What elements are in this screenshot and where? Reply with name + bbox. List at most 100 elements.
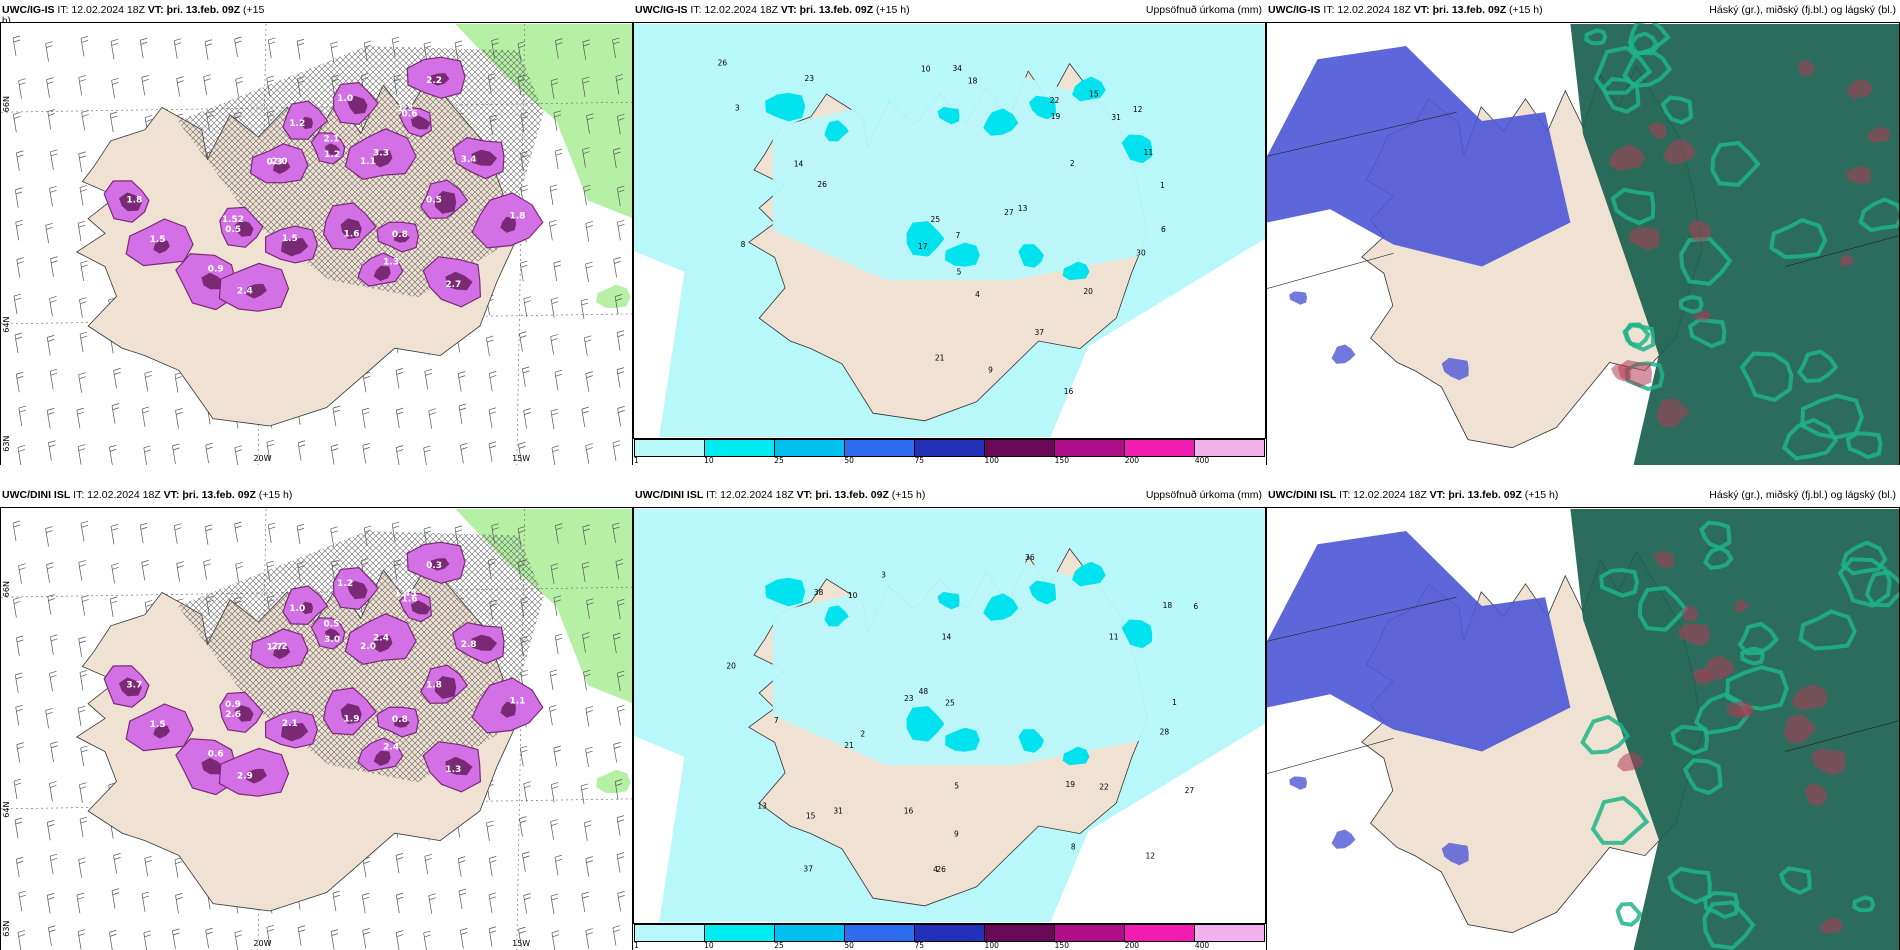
mid-cloud-contour	[1627, 23, 1671, 56]
wind-barb	[110, 524, 119, 545]
wind-barb	[49, 368, 58, 390]
snow-core	[273, 646, 291, 660]
snow-core	[300, 116, 313, 130]
wind-barb	[79, 185, 88, 206]
init-time: IT: 12.02.2024 18Z	[73, 489, 161, 501]
wind-barb	[395, 368, 404, 389]
snow-depth-value: 1.45	[394, 589, 416, 599]
wind-barb	[615, 559, 623, 580]
wind-barb	[13, 778, 22, 800]
convective-cloud-area	[1867, 126, 1892, 143]
wind-barb	[17, 445, 26, 465]
wind-barb	[47, 109, 55, 130]
wind-barb	[47, 594, 55, 615]
lead-time: (+15 h)	[876, 4, 910, 16]
snow-depth-value: 1.8	[509, 211, 525, 221]
wind-barb	[296, 38, 305, 60]
wind-barb	[205, 442, 213, 464]
panel-header: UWC/IG-IS IT: 12.02.2024 18Z VT: þri. 13…	[1266, 0, 1900, 20]
precip-value: 21	[935, 353, 945, 362]
rain-area	[455, 24, 632, 219]
lat-label: 64N	[2, 802, 11, 818]
wind-barb	[18, 78, 26, 99]
wind-barb	[79, 670, 88, 691]
snow-core	[347, 95, 368, 115]
wind-barb	[554, 369, 563, 391]
wind-barb	[79, 782, 87, 803]
wind-barb	[460, 443, 468, 464]
cloud-map	[1267, 23, 1899, 465]
precip-value: 5	[957, 268, 962, 277]
mid-cloud-contour	[1694, 692, 1751, 735]
wind-barb	[76, 407, 85, 429]
snow-depth-value: 3.3	[373, 148, 389, 158]
wind-barb	[519, 260, 528, 282]
cloud-map	[1267, 509, 1899, 950]
precip-value: 5	[954, 782, 959, 791]
wind-barb	[554, 148, 563, 170]
snow-depth-value: 1.2	[324, 150, 340, 160]
precip-value: 37	[1034, 328, 1044, 337]
precip-value: 9	[954, 829, 959, 838]
snow-core	[373, 750, 391, 766]
precip-map: 2631371719302722253426201512182123161410…	[634, 24, 1265, 437]
precip-value: 18	[1163, 601, 1173, 610]
heavy-precip-area	[937, 591, 960, 610]
snow-core	[119, 677, 142, 697]
snow-core	[300, 601, 313, 615]
wind-barb	[141, 891, 150, 912]
wind-barb	[14, 672, 23, 693]
precip-value: 12	[1133, 105, 1143, 114]
convective-cloud-area	[1687, 220, 1712, 243]
colorbar-swatch	[1195, 925, 1264, 941]
wind-barb	[203, 74, 211, 95]
heavy-precip-area	[765, 577, 806, 607]
forecast-panel-precip: UWC/IG-IS IT: 12.02.2024 18Z VT: þri. 13…	[633, 0, 1266, 465]
snow-depth-value: 0.8	[392, 715, 408, 725]
wind-barb	[49, 185, 57, 207]
wind-barb	[617, 406, 625, 427]
wind-barb	[78, 857, 86, 878]
wind-barb	[267, 37, 276, 59]
lat-label: 64N	[2, 317, 11, 333]
mid-cloud-contour	[1740, 646, 1765, 666]
wind-barb	[235, 76, 243, 98]
wind-barb	[204, 524, 213, 545]
convective-cloud-area	[1839, 254, 1855, 267]
wind-barb	[332, 405, 341, 427]
panel-title: UWC/DINI ISL IT: 12.02.2024 18Z VT: þri.…	[2, 485, 292, 505]
colorbar-swatch	[705, 440, 775, 456]
snow-depth-value: 1.8	[426, 680, 442, 690]
dry-area	[634, 251, 685, 437]
snow-depth-value: 2.4	[373, 633, 389, 643]
wind-barb	[204, 39, 213, 60]
wind-barb	[78, 560, 86, 581]
wind-barb	[15, 371, 24, 393]
wind-barb	[518, 441, 526, 463]
forecast-panel-snow: UWC/IG-IS IT: 12.02.2024 18Z VT: þri. 13…	[0, 0, 633, 465]
snow-core	[372, 635, 393, 653]
wind-barb	[523, 296, 531, 317]
snow-depth-value: 3.7	[126, 680, 142, 690]
panel-title: UWC/IG-IS IT: 12.02.2024 18Z VT: þri. 13…	[1268, 0, 1543, 20]
wind-barb	[523, 781, 531, 802]
wind-barb	[519, 816, 527, 837]
precip-value: 14	[942, 632, 952, 641]
wind-barb	[77, 220, 86, 242]
wind-barb	[488, 892, 497, 913]
wind-barb	[17, 930, 26, 950]
mid-cloud-contour	[1622, 323, 1656, 352]
low-cloud-area	[1289, 776, 1307, 790]
precip-value: 8	[741, 240, 746, 249]
snow-depth-value: 0.8	[392, 230, 408, 240]
convective-cloud-area	[1663, 138, 1696, 165]
wind-barb	[45, 41, 53, 62]
mid-cloud-contour	[1739, 351, 1794, 403]
wind-barb	[583, 335, 592, 356]
wind-barb	[45, 222, 53, 244]
wind-barb	[616, 185, 625, 207]
wind-barb	[113, 368, 121, 389]
snow-depth-value: 2.8	[461, 640, 477, 650]
precip-value: 1	[1160, 181, 1165, 190]
mid-cloud-contour	[1590, 795, 1650, 845]
